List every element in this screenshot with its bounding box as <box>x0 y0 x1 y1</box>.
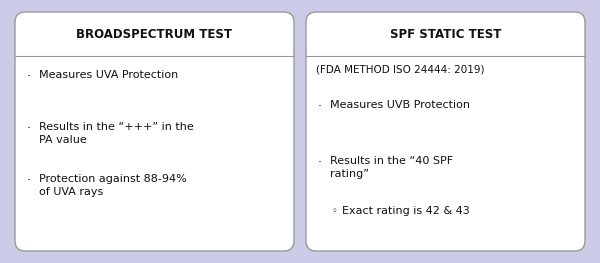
Text: Measures UVB Protection: Measures UVB Protection <box>330 100 470 110</box>
FancyBboxPatch shape <box>306 12 585 251</box>
Text: SPF STATIC TEST: SPF STATIC TEST <box>390 28 501 41</box>
Text: Exact rating is 42 & 43: Exact rating is 42 & 43 <box>342 206 470 216</box>
Text: Results in the “+++” in the
PA value: Results in the “+++” in the PA value <box>39 122 194 145</box>
Text: ·: · <box>318 156 322 169</box>
Text: ·: · <box>27 174 31 187</box>
Text: ·: · <box>27 122 31 135</box>
Text: Measures UVA Protection: Measures UVA Protection <box>39 70 178 80</box>
Text: ·: · <box>27 70 31 83</box>
Text: Protection against 88-94%
of UVA rays: Protection against 88-94% of UVA rays <box>39 174 187 197</box>
FancyBboxPatch shape <box>15 12 294 251</box>
Text: ·: · <box>318 100 322 113</box>
Text: BROADSPECTRUM TEST: BROADSPECTRUM TEST <box>77 28 233 41</box>
Text: Results in the “40 SPF
rating”: Results in the “40 SPF rating” <box>330 156 453 179</box>
Text: ◦: ◦ <box>332 206 338 216</box>
Text: (FDA METHOD ISO 24444: 2019): (FDA METHOD ISO 24444: 2019) <box>316 64 485 74</box>
